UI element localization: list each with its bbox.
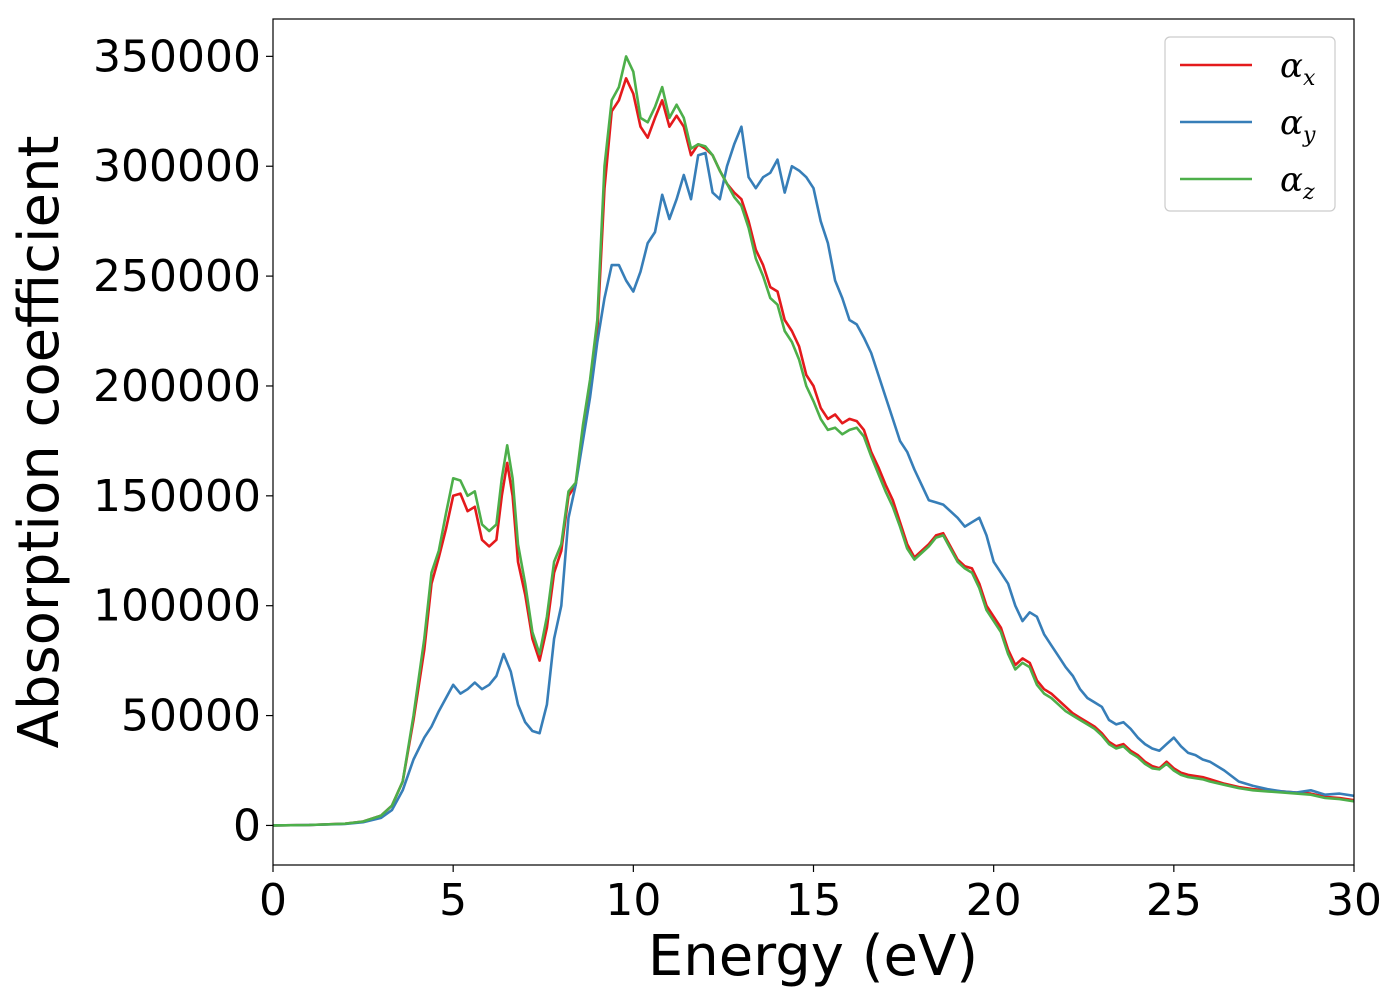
x-tick-label: 5 — [439, 875, 467, 926]
y-tick-label: 150000 — [93, 471, 261, 522]
y-tick-label: 100000 — [93, 581, 261, 632]
x-tick-label: 15 — [786, 875, 842, 926]
x-tick-label: 20 — [966, 875, 1022, 926]
x-tick-label: 30 — [1326, 875, 1382, 926]
x-axis-ticks: 0 5 10 15 20 25 30 — [259, 865, 1382, 926]
plot-area — [273, 55, 1354, 827]
y-tick-label: 50000 — [121, 691, 261, 742]
y-tick-label: 250000 — [93, 251, 261, 302]
x-tick-label: 10 — [605, 875, 661, 926]
y-axis-title: Absorption coefficient — [7, 136, 72, 749]
y-tick-label: 350000 — [93, 31, 261, 82]
y-tick-label: 300000 — [93, 141, 261, 192]
y-tick-label: 200000 — [93, 361, 261, 412]
y-tick-label: 0 — [233, 800, 261, 851]
x-tick-label: 25 — [1146, 875, 1202, 926]
legend-box — [1164, 36, 1336, 212]
series-line-alpha-x — [273, 77, 1354, 827]
y-axis-ticks: 0 50000 100000 150000 200000 250000 300000 3500… — [93, 31, 273, 851]
x-tick-label: 0 — [259, 875, 287, 926]
series-line-alpha-y — [273, 125, 1354, 827]
x-axis-title: Energy (eV) — [648, 924, 978, 989]
series-line-alpha-z — [273, 55, 1354, 827]
